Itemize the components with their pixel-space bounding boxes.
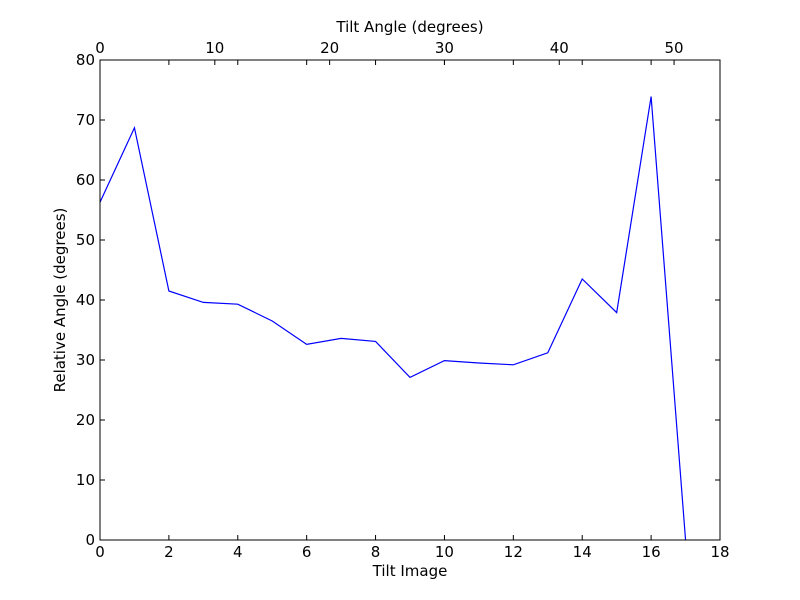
x-axis-label: Tilt Image xyxy=(372,562,448,580)
y-tick-label: 10 xyxy=(76,471,95,489)
y-tick-label: 50 xyxy=(76,231,95,249)
x-tick-label: 0 xyxy=(95,543,105,561)
top-x-tick-label: 0 xyxy=(95,39,105,57)
x-tick-label: 8 xyxy=(371,543,381,561)
x-tick-label: 4 xyxy=(233,543,243,561)
y-tick-label: 80 xyxy=(76,51,95,69)
top-x-tick-label: 40 xyxy=(550,39,569,57)
plot-frame xyxy=(99,59,721,541)
y-axis-label: Relative Angle (degrees) xyxy=(51,208,69,393)
x-tick-label: 12 xyxy=(504,543,523,561)
x-tick-label: 18 xyxy=(710,543,729,561)
top-x-tick-label: 50 xyxy=(665,39,684,57)
top-x-tick-label: 30 xyxy=(435,39,454,57)
plot-area xyxy=(99,96,687,541)
y-tick-label: 40 xyxy=(76,291,95,309)
y-tick-label: 30 xyxy=(76,351,95,369)
y-tick-label: 20 xyxy=(76,411,95,429)
x-tick-label: 16 xyxy=(642,543,661,561)
y-tick-label: 60 xyxy=(76,171,95,189)
x-tick-label: 10 xyxy=(435,543,454,561)
top-x-axis-label: Tilt Angle (degrees) xyxy=(335,18,483,36)
y-tick-label: 0 xyxy=(85,531,95,549)
top-x-tick-label: 20 xyxy=(320,39,339,57)
x-tick-label: 2 xyxy=(164,543,174,561)
axis-ticks: 0 2 4 6 8 10 12 14 16 18 0 10 20 30 40 50 0 10 20 30 40 50 60 7… xyxy=(76,39,730,561)
top-x-tick-label: 10 xyxy=(205,39,224,57)
series-line xyxy=(99,96,687,541)
x-tick-label: 6 xyxy=(302,543,312,561)
x-tick-label: 14 xyxy=(573,543,592,561)
y-tick-label: 70 xyxy=(76,111,95,129)
